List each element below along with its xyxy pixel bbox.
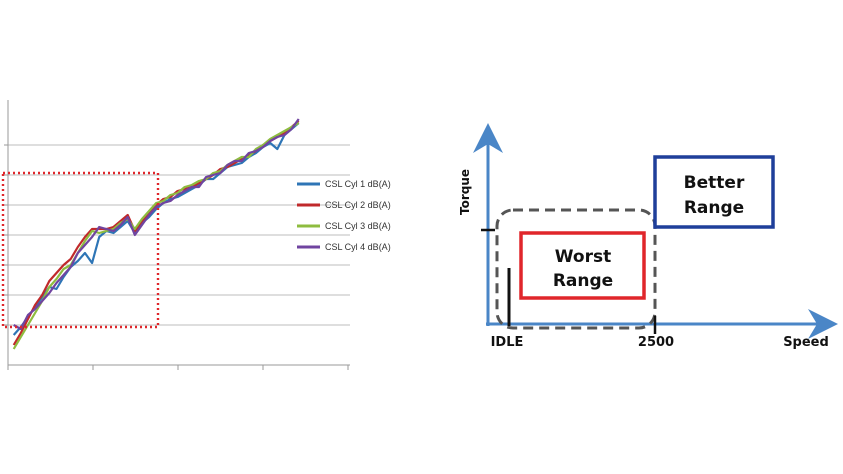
worst-range-box	[519, 231, 646, 300]
legend-label-cyl-3: CSL Cyl 3 dB(A)	[325, 221, 391, 231]
series-line-cyl-4	[13, 118, 300, 331]
highlight-region-dotted-box	[1, 171, 160, 329]
chart-legend: CSL Cyl 1 dB(A) CSL Cyl 2 dB(A) CSL Cyl 3 …	[297, 179, 391, 252]
worst-range-label-line2: Range	[553, 271, 613, 291]
better-range-label-line2: Range	[684, 198, 744, 218]
legend-label-cyl-2: CSL Cyl 2 dB(A)	[325, 200, 391, 210]
idle-label: IDLE	[491, 335, 524, 350]
better-range-label-line1: Better	[684, 173, 745, 193]
chart-axes	[4, 100, 350, 370]
better-range-box	[653, 155, 775, 229]
torque-axis-label: Torque	[458, 169, 472, 215]
speed-axis-label: Speed	[783, 335, 829, 350]
chart-series	[12, 118, 300, 350]
worst-range-label-line1: Worst	[555, 247, 611, 267]
label-2500: 2500	[638, 335, 674, 350]
series-line-cyl-3	[12, 122, 300, 350]
legend-label-cyl-4: CSL Cyl 4 dB(A)	[325, 242, 391, 252]
operating-region-dashed-outline	[495, 208, 657, 330]
legend-label-cyl-1: CSL Cyl 1 dB(A)	[325, 179, 391, 189]
